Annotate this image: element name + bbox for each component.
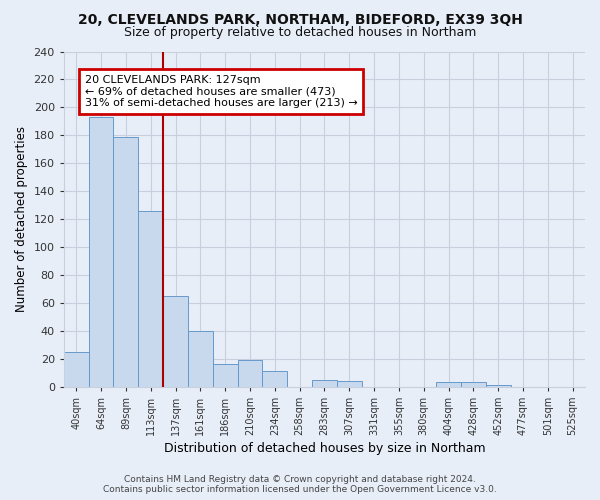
Bar [486, 385, 511, 386]
Bar [113, 136, 138, 386]
Bar [262, 371, 287, 386]
Bar [213, 364, 238, 386]
Text: Contains HM Land Registry data © Crown copyright and database right 2024.
Contai: Contains HM Land Registry data © Crown c… [103, 474, 497, 494]
Bar [337, 381, 362, 386]
Bar [461, 382, 486, 386]
Bar [436, 382, 461, 386]
Bar [163, 296, 188, 386]
Bar [238, 360, 262, 386]
Bar [89, 117, 113, 386]
X-axis label: Distribution of detached houses by size in Northam: Distribution of detached houses by size … [164, 442, 485, 455]
Text: 20, CLEVELANDS PARK, NORTHAM, BIDEFORD, EX39 3QH: 20, CLEVELANDS PARK, NORTHAM, BIDEFORD, … [77, 12, 523, 26]
Y-axis label: Number of detached properties: Number of detached properties [15, 126, 28, 312]
Bar [312, 380, 337, 386]
Bar [64, 352, 89, 386]
Bar [138, 210, 163, 386]
Text: Size of property relative to detached houses in Northam: Size of property relative to detached ho… [124, 26, 476, 39]
Bar [188, 330, 213, 386]
Text: 20 CLEVELANDS PARK: 127sqm
← 69% of detached houses are smaller (473)
31% of sem: 20 CLEVELANDS PARK: 127sqm ← 69% of deta… [85, 75, 358, 108]
